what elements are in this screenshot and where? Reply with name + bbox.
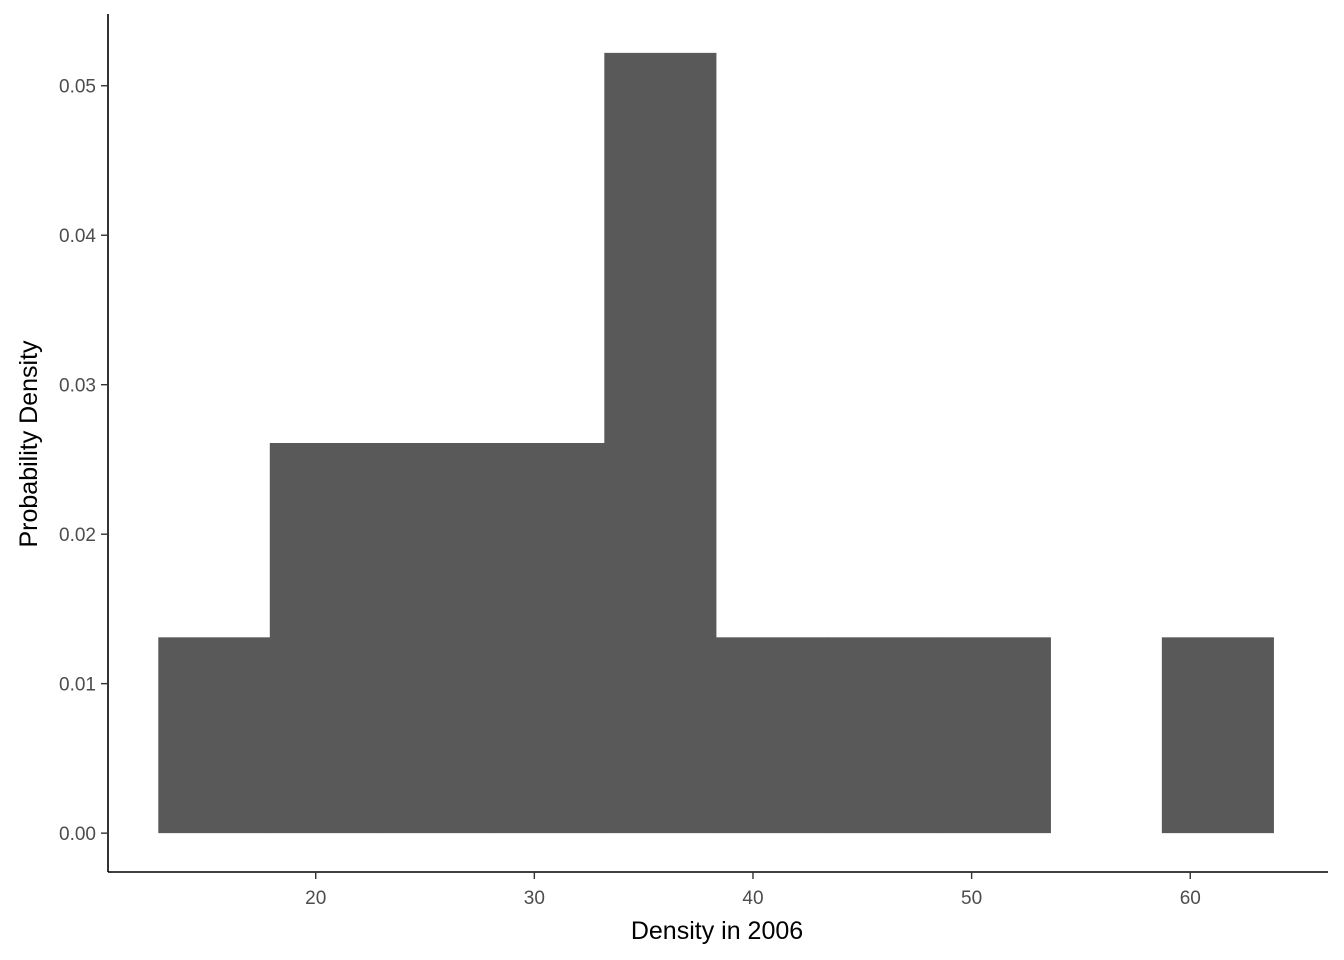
y-tick-label: 0.04 <box>59 226 96 247</box>
x-axis-ticks: 20 30 40 50 60 <box>305 872 1201 909</box>
x-tick-label: 20 <box>305 888 326 909</box>
histogram-bar <box>381 443 494 834</box>
x-tick-label: 50 <box>961 888 982 909</box>
y-tick-label: 0.02 <box>59 525 96 546</box>
y-tick-label: 0.05 <box>59 77 96 98</box>
x-tick-label: 30 <box>524 888 545 909</box>
histogram-bar <box>827 637 940 834</box>
x-tick-label: 40 <box>742 888 763 909</box>
histogram-bars <box>158 52 1274 834</box>
histogram-bar <box>1161 637 1274 834</box>
x-axis-title: Density in 2006 <box>631 917 803 945</box>
histogram-bar <box>715 637 828 834</box>
histogram-bar <box>269 443 382 834</box>
histogram-bar <box>158 637 271 834</box>
histogram-bar <box>604 52 717 834</box>
y-axis-ticks: 0.00 0.01 0.02 0.03 0.04 0.05 <box>59 77 108 845</box>
y-tick-label: 0.03 <box>59 376 96 397</box>
y-tick-label: 0.01 <box>59 675 96 696</box>
y-tick-label: 0.00 <box>59 824 96 845</box>
axes <box>107 14 1328 873</box>
x-tick-label: 60 <box>1180 888 1201 909</box>
histogram-bar <box>492 443 605 834</box>
histogram-bar <box>938 637 1051 834</box>
y-axis-title: Probability Density <box>15 340 43 548</box>
